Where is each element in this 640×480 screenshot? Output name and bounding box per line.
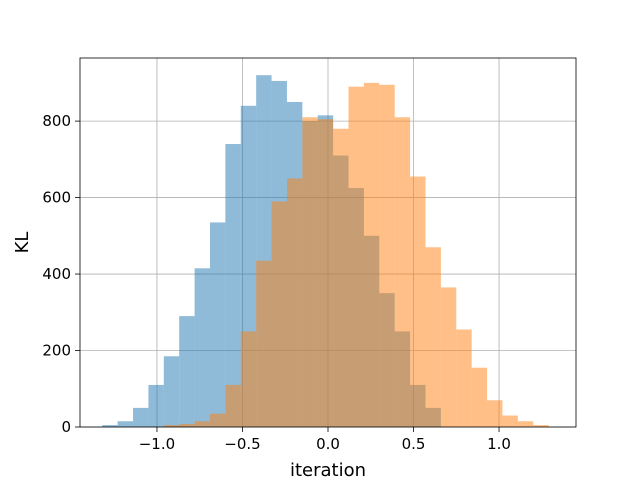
histogram-bar-s1-20 [471, 367, 488, 427]
histogram-bar-s0-4 [163, 356, 180, 427]
histogram-bar-s1-19 [456, 329, 472, 427]
y-tick-label-4: 800 [42, 112, 71, 130]
histogram-bar-s1-23 [517, 421, 534, 427]
histogram-bar-s1-9 [302, 117, 318, 427]
plot-area: −1.0 −0.5 0.0 0.5 1.0 0 200 400 600 800 [42, 57, 577, 453]
histogram-bar-s1-4 [225, 384, 241, 427]
histogram-bar-s1-6 [256, 260, 272, 427]
y-tick-label-3: 600 [42, 189, 71, 207]
histogram-bar-s1-15 [394, 117, 411, 427]
histogram-bar-s0-3 [148, 384, 164, 427]
histogram-bar-s1-1 [179, 423, 195, 427]
x-tick-label-0: −1.0 [139, 435, 175, 453]
histogram-bar-s1-18 [440, 287, 457, 427]
histogram-bar-s1-0 [163, 425, 180, 427]
x-axis-label: iteration [290, 460, 366, 480]
x-tick-label-4: 1.0 [487, 435, 511, 453]
histogram-bar-s1-10 [317, 119, 334, 428]
histogram-bar-s1-16 [410, 176, 426, 427]
histogram-bar-s0-1 [117, 421, 134, 427]
histogram-bar-s1-17 [425, 247, 441, 427]
x-tick-label-3: 0.5 [402, 435, 426, 453]
histogram-bar-s1-22 [502, 415, 518, 427]
histogram-bar-s1-5 [240, 331, 257, 427]
histogram-bar-s1-13 [363, 82, 380, 427]
y-tick-label-0: 0 [61, 418, 71, 436]
y-axis-label: KL [12, 232, 33, 254]
x-tick-label-2: 0.0 [316, 435, 340, 453]
histogram-bar-s0-7 [209, 222, 226, 427]
histogram-bar-s0-0 [102, 425, 118, 427]
histogram-bar-s1-8 [286, 178, 303, 427]
y-tick-label-2: 400 [42, 265, 71, 283]
histogram-bar-s1-11 [333, 128, 349, 427]
x-tick-label-1: −0.5 [224, 435, 260, 453]
histogram-bar-s1-3 [209, 413, 226, 427]
histogram-bar-s1-7 [271, 201, 287, 427]
histogram-bar-s1-14 [379, 84, 395, 427]
histogram-bar-s1-24 [533, 425, 549, 427]
histogram-bar-s0-2 [133, 407, 149, 427]
histogram-bar-s0-5 [179, 316, 195, 427]
histogram-bar-s0-8 [225, 144, 241, 428]
histogram-bar-s1-12 [348, 86, 364, 427]
histogram-bar-s1-2 [194, 421, 210, 427]
y-tick-label-1: 200 [42, 342, 71, 360]
histogram-bar-s0-6 [194, 268, 210, 427]
histogram-bar-s1-21 [487, 400, 503, 427]
